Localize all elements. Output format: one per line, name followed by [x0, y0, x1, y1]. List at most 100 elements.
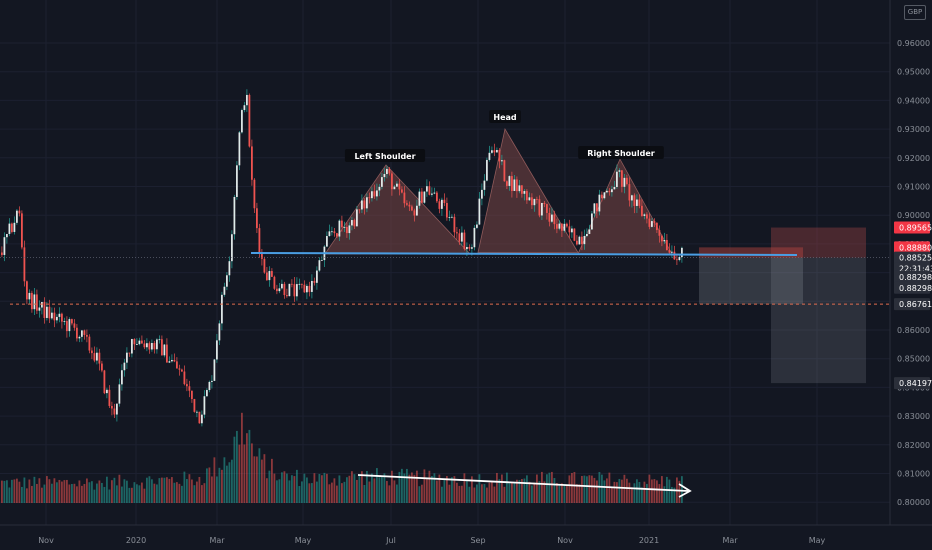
price-tick-label: 0.83000 — [897, 412, 930, 421]
volume-bar — [316, 481, 318, 503]
candle-body — [28, 292, 31, 300]
neckline — [250, 251, 798, 256]
candle-body — [318, 260, 321, 271]
candle-body — [501, 160, 503, 162]
volume-bar — [611, 487, 613, 503]
candle-body — [258, 228, 261, 253]
volume-bar — [533, 482, 536, 503]
volume-bar — [78, 480, 81, 503]
candle-body — [286, 295, 288, 297]
candle-body — [623, 177, 626, 187]
volume-bar — [478, 474, 481, 503]
pattern-label-bg — [578, 146, 664, 159]
candle-body — [421, 191, 423, 203]
volume-bar — [101, 482, 103, 503]
volume-bar — [371, 473, 373, 503]
volume-bar — [446, 476, 448, 503]
time-tick-label: Nov — [38, 536, 54, 545]
candle-body — [468, 246, 471, 249]
volume-bar — [628, 482, 631, 503]
price-badge — [894, 298, 930, 311]
candle-body — [288, 283, 291, 297]
candle-body — [313, 280, 316, 283]
time-tick-label: 2020 — [126, 536, 146, 545]
candle-body — [673, 251, 676, 260]
candle-body — [551, 214, 553, 222]
volume-bar — [6, 480, 8, 503]
volume-bar — [56, 482, 58, 503]
volume-bar — [226, 465, 228, 503]
volume-bar — [366, 470, 368, 503]
volume-bar — [431, 475, 433, 503]
candle-body — [293, 284, 296, 297]
candle-body — [341, 220, 343, 228]
price-badge-label: 0.89565 — [899, 224, 932, 233]
candle-body — [38, 307, 41, 311]
volume-bar — [188, 474, 191, 503]
volume-bar — [118, 474, 121, 503]
volume-bar — [423, 469, 426, 503]
volume-bar — [566, 485, 568, 503]
candle-body — [361, 200, 363, 210]
volume-bar — [283, 471, 286, 503]
candle-body — [248, 94, 251, 147]
candle-body — [311, 280, 313, 292]
candle-body — [41, 302, 43, 308]
candle-body — [663, 239, 666, 242]
pattern-label: Left Shoulder — [354, 152, 415, 161]
volume-bar — [341, 483, 343, 503]
candle-body — [448, 216, 451, 218]
candle-body — [306, 285, 308, 293]
candle-body — [376, 190, 378, 197]
volume-bar — [556, 483, 558, 503]
candle-body — [576, 240, 578, 245]
volume-bar — [473, 487, 476, 503]
candle-body — [616, 171, 618, 187]
candle-body — [336, 233, 338, 237]
volume-bar — [488, 482, 491, 503]
volume-bar — [218, 467, 221, 503]
volume-bar — [178, 483, 181, 503]
candle-body — [8, 223, 11, 234]
candle-body — [206, 390, 208, 397]
candle-body — [271, 271, 273, 277]
candle-body — [648, 218, 651, 227]
volume-bar — [113, 477, 116, 503]
volume-bar — [518, 480, 521, 503]
candle-body — [108, 389, 111, 406]
volume-bar — [323, 472, 326, 503]
currency-label[interactable]: GBP — [904, 5, 926, 20]
candle-body — [396, 183, 398, 187]
volume-bar — [403, 473, 406, 503]
volume-bar — [201, 485, 203, 503]
volume-bar — [108, 489, 111, 503]
volume-bar — [238, 444, 241, 503]
volume-bar — [411, 472, 413, 503]
price-tick-label: 0.81000 — [897, 470, 930, 479]
candle-body — [203, 396, 206, 415]
volume-bar — [436, 480, 438, 503]
volume-bar — [481, 484, 483, 503]
price-axis[interactable]: 0.96000 0.95000 0.94000 0.93000 0.92000 0.910… — [889, 0, 932, 525]
candle-body — [541, 202, 543, 216]
candle-body — [516, 179, 518, 192]
volume-bar — [498, 479, 501, 503]
volume-bar — [98, 480, 101, 503]
candle-body — [481, 189, 483, 199]
volume-bar — [586, 476, 588, 503]
candle-body — [126, 352, 128, 363]
volume-bar — [443, 480, 446, 503]
volume-bar — [256, 456, 258, 503]
time-axis[interactable]: Nov 2020 Mar May Jul Sep Nov 2021 Mar May — [0, 524, 932, 545]
candle-body — [386, 168, 388, 175]
candle-body — [133, 339, 136, 345]
volume-bar — [51, 483, 53, 503]
candle-body — [508, 176, 511, 186]
candle-body — [1, 252, 3, 255]
candle-body — [461, 232, 463, 242]
volume-bar — [381, 476, 383, 503]
candle-body — [76, 327, 78, 339]
volume-bar — [591, 475, 593, 503]
candle-body — [478, 198, 481, 225]
